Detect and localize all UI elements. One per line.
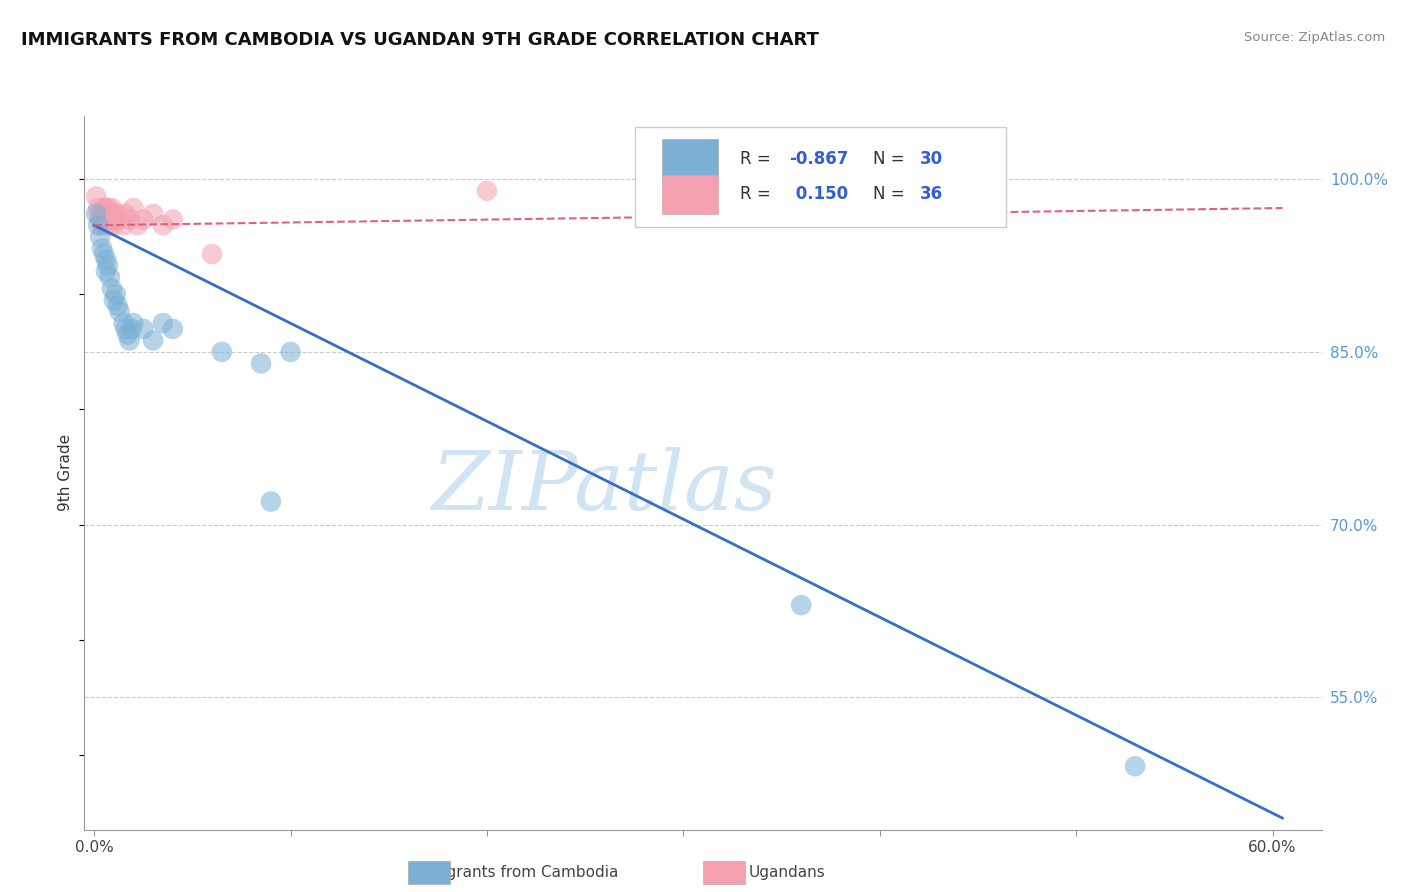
Point: [84, 189, 107, 203]
Point: [107, 207, 129, 221]
Point: [211, 345, 233, 359]
Point: [114, 207, 136, 221]
Point: [121, 322, 143, 336]
Point: [142, 207, 165, 221]
Text: N =: N =: [873, 186, 910, 203]
Point: [162, 212, 184, 227]
Point: [114, 322, 136, 336]
Point: [118, 334, 141, 348]
Text: R =: R =: [740, 150, 776, 168]
Point: [790, 598, 813, 612]
Point: [93, 219, 115, 233]
Point: [108, 212, 131, 227]
Point: [94, 212, 117, 227]
Text: IMMIGRANTS FROM CAMBODIA VS UGANDAN 9TH GRADE CORRELATION CHART: IMMIGRANTS FROM CAMBODIA VS UGANDAN 9TH …: [21, 31, 818, 49]
Point: [87, 219, 110, 233]
Point: [104, 212, 127, 227]
Point: [142, 334, 165, 348]
Point: [98, 270, 121, 285]
Point: [201, 247, 224, 261]
Text: 30: 30: [920, 150, 942, 168]
Text: R =: R =: [740, 186, 776, 203]
Point: [132, 322, 155, 336]
Text: N =: N =: [873, 150, 910, 168]
Point: [132, 212, 155, 227]
Point: [152, 219, 174, 233]
Point: [97, 259, 120, 273]
Point: [87, 201, 110, 215]
Y-axis label: 9th Grade: 9th Grade: [58, 434, 73, 511]
Point: [84, 207, 107, 221]
FancyBboxPatch shape: [662, 139, 718, 178]
Point: [89, 212, 111, 227]
Text: Source: ZipAtlas.com: Source: ZipAtlas.com: [1244, 31, 1385, 45]
Point: [103, 219, 125, 233]
Point: [97, 212, 120, 227]
Point: [152, 316, 174, 330]
Text: 0.150: 0.150: [790, 186, 848, 203]
Point: [280, 345, 302, 359]
Point: [89, 207, 111, 221]
Point: [93, 201, 115, 215]
Point: [98, 207, 121, 221]
Point: [127, 219, 149, 233]
Point: [112, 316, 135, 330]
Point: [94, 252, 117, 267]
Point: [91, 207, 114, 221]
Point: [91, 212, 114, 227]
Point: [101, 201, 124, 215]
Point: [91, 241, 114, 255]
Point: [103, 207, 125, 221]
Point: [98, 219, 121, 233]
Point: [94, 201, 117, 215]
Point: [93, 212, 115, 227]
Point: [103, 293, 125, 307]
Point: [101, 282, 124, 296]
Point: [475, 184, 498, 198]
Point: [117, 327, 139, 342]
Point: [162, 322, 184, 336]
Point: [692, 201, 714, 215]
Point: [107, 299, 129, 313]
FancyBboxPatch shape: [662, 175, 718, 214]
Point: [112, 219, 135, 233]
Point: [122, 316, 145, 330]
Text: 36: 36: [920, 186, 942, 203]
Text: -0.867: -0.867: [790, 150, 849, 168]
Point: [122, 201, 145, 215]
Point: [91, 219, 114, 233]
Text: ZIPatlas: ZIPatlas: [432, 447, 776, 527]
Point: [97, 201, 120, 215]
Point: [104, 287, 127, 301]
FancyBboxPatch shape: [636, 127, 1007, 227]
Point: [118, 212, 141, 227]
Point: [94, 264, 117, 278]
Point: [93, 247, 115, 261]
Point: [108, 304, 131, 318]
Point: [94, 207, 117, 221]
Point: [250, 356, 273, 370]
Point: [101, 212, 124, 227]
Text: Immigrants from Cambodia: Immigrants from Cambodia: [408, 865, 619, 880]
Point: [260, 494, 283, 508]
Point: [89, 229, 111, 244]
Text: Ugandans: Ugandans: [749, 865, 825, 880]
Point: [1123, 759, 1146, 773]
